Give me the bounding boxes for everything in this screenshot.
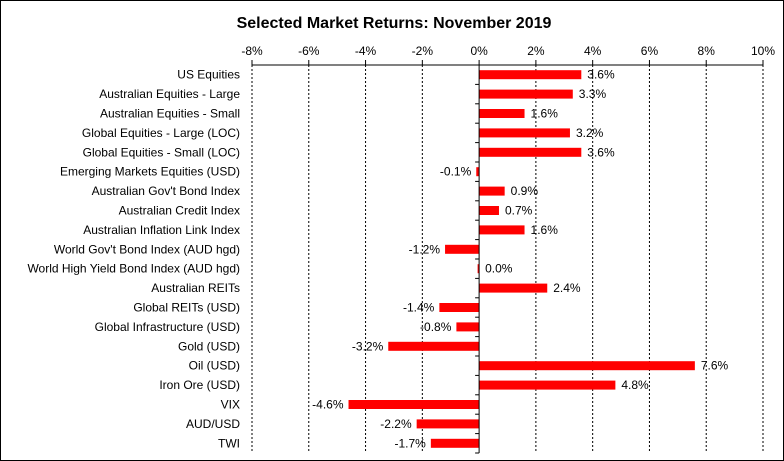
category-label: Emerging Markets Equities (USD) bbox=[60, 165, 240, 179]
category-label: World Gov't Bond Index (AUD hgd) bbox=[54, 242, 240, 256]
data-label: 3.6% bbox=[587, 68, 615, 82]
x-tick-label: 8% bbox=[698, 44, 716, 58]
category-label: VIX bbox=[221, 398, 240, 412]
category-label: Australian Credit Index bbox=[119, 204, 240, 218]
x-tick-label: 6% bbox=[641, 44, 659, 58]
data-label: -3.2% bbox=[352, 339, 384, 353]
bar bbox=[479, 380, 616, 390]
data-label: -1.4% bbox=[403, 301, 435, 315]
x-tick-label: -2% bbox=[412, 44, 434, 58]
bar bbox=[348, 400, 480, 409]
data-label: 4.8% bbox=[621, 378, 649, 392]
bar bbox=[477, 264, 480, 274]
data-label: 0.7% bbox=[505, 204, 533, 218]
data-label: 0.0% bbox=[485, 262, 513, 276]
data-label: 3.6% bbox=[587, 145, 615, 159]
x-tick-label: -6% bbox=[298, 44, 320, 58]
x-tick-label: -8% bbox=[241, 44, 263, 58]
data-label: 0.9% bbox=[511, 184, 539, 198]
grid-lines bbox=[251, 65, 764, 453]
bar bbox=[479, 225, 525, 235]
data-labels: 3.6% 3.3% 1.6% 3.2% 3.6% -0.1% 0.9% 0.7% 1.6% -1.… bbox=[312, 68, 728, 451]
bars bbox=[348, 70, 695, 448]
bar bbox=[456, 322, 480, 332]
category-label: AUD/USD bbox=[186, 417, 240, 431]
x-tick-label: 0% bbox=[470, 44, 488, 58]
data-label: -0.8% bbox=[420, 320, 452, 334]
data-label: -0.1% bbox=[440, 165, 472, 179]
bar bbox=[388, 341, 480, 351]
x-tick-label: 2% bbox=[527, 44, 545, 58]
category-label: Oil (USD) bbox=[189, 359, 240, 373]
x-tick-labels: -8% -6% -4% -2% 0% 2% 4% 6% 8% 10% bbox=[241, 44, 775, 58]
category-label: Global Equities - Large (LOC) bbox=[82, 126, 240, 140]
category-label: Gold (USD) bbox=[178, 339, 240, 353]
category-label: Global Infrastructure (USD) bbox=[95, 320, 240, 334]
x-tick-label: 4% bbox=[584, 44, 602, 58]
bar bbox=[479, 147, 582, 157]
bar bbox=[479, 186, 505, 196]
bar bbox=[439, 303, 480, 312]
data-label: 1.6% bbox=[531, 223, 559, 237]
category-label: Global REITs (USD) bbox=[133, 301, 240, 315]
category-label: Australian Gov't Bond Index bbox=[92, 184, 240, 198]
category-label: Australian Equities - Small bbox=[100, 107, 240, 121]
data-label: 1.6% bbox=[531, 107, 559, 121]
data-label: 3.3% bbox=[579, 87, 607, 101]
data-label: -1.2% bbox=[409, 242, 441, 256]
category-labels: US Equities Australian Equities - Large Au… bbox=[27, 68, 240, 451]
category-label: TWI bbox=[218, 436, 240, 450]
category-label: US Equities bbox=[177, 68, 240, 82]
x-tick-label: 10% bbox=[751, 44, 775, 58]
category-label: Australian Equities - Large bbox=[99, 87, 240, 101]
category-label: Iron Ore (USD) bbox=[159, 378, 240, 392]
axes bbox=[251, 60, 764, 454]
chart-title: Selected Market Returns: November 2019 bbox=[237, 15, 552, 32]
bar bbox=[479, 128, 570, 138]
bar bbox=[479, 70, 582, 80]
category-label: Global Equities - Small (LOC) bbox=[83, 145, 240, 159]
bar bbox=[479, 206, 499, 215]
data-label: 7.6% bbox=[701, 359, 729, 373]
data-label: 3.2% bbox=[576, 126, 604, 140]
category-label: Australian Inflation Link Index bbox=[83, 223, 240, 237]
bar bbox=[445, 244, 480, 254]
bar bbox=[416, 419, 480, 429]
x-tick-label: -4% bbox=[355, 44, 377, 58]
bar bbox=[479, 89, 573, 99]
bar bbox=[430, 438, 480, 448]
data-label: -2.2% bbox=[380, 417, 412, 431]
category-label: Australian REITs bbox=[151, 281, 240, 295]
data-label: -4.6% bbox=[312, 398, 344, 412]
category-label: World High Yield Bond Index (AUD hgd) bbox=[27, 262, 240, 276]
bar bbox=[479, 109, 525, 118]
data-label: -1.7% bbox=[394, 436, 426, 450]
bar bbox=[479, 283, 548, 293]
data-label: 2.4% bbox=[553, 281, 581, 295]
bar bbox=[479, 361, 695, 371]
bar bbox=[476, 167, 480, 177]
